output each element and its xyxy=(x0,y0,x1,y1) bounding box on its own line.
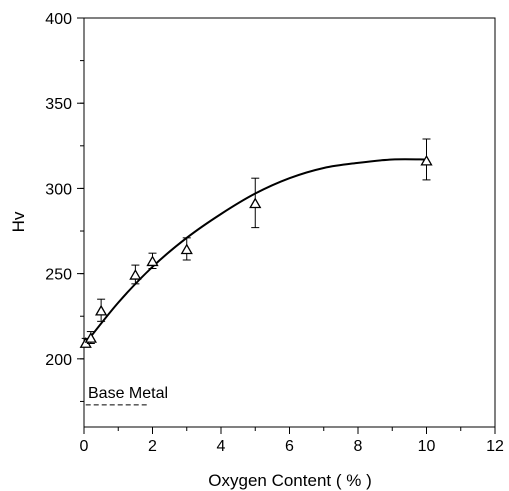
x-tick-label: 8 xyxy=(354,438,363,455)
x-tick-label: 12 xyxy=(486,438,504,455)
data-point-triangle xyxy=(84,332,97,343)
plot-frame xyxy=(83,17,496,428)
data-point-triangle xyxy=(420,154,433,166)
data-point-triangle xyxy=(146,255,159,267)
x-tick-label: 10 xyxy=(418,438,436,455)
x-tick-label: 0 xyxy=(80,438,89,455)
x-tick-label: 2 xyxy=(148,438,157,455)
y-tick-label: 400 xyxy=(45,11,72,28)
tick-labels: 0 2 4 6 8 10 12 200 250 300 350 400 xyxy=(45,11,504,455)
data-point-triangle xyxy=(129,269,142,280)
base-metal-label: Base Metal xyxy=(88,385,168,402)
y-tick-label: 300 xyxy=(45,181,72,198)
data-point-triangle xyxy=(180,243,193,255)
y-tick-label: 250 xyxy=(45,267,72,284)
x-tick-label: 6 xyxy=(285,438,294,455)
y-tick-label: 200 xyxy=(45,352,72,369)
ticks xyxy=(77,17,496,434)
data-point-triangle xyxy=(79,337,92,348)
y-axis-label: Hv xyxy=(9,211,28,232)
data-points-layer xyxy=(79,138,433,348)
x-axis-label: Oxygen Content ( % ) xyxy=(208,471,371,490)
data-point-triangle xyxy=(95,304,108,316)
y-tick-label: 350 xyxy=(45,96,72,113)
data-point-triangle xyxy=(249,197,262,209)
x-tick-label: 4 xyxy=(217,438,226,455)
